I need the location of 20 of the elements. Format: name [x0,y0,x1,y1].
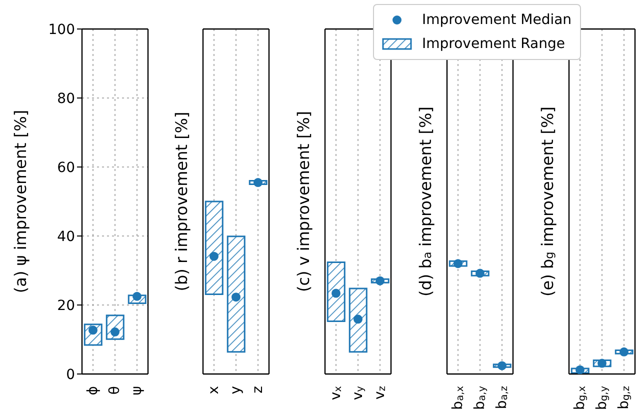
bar [106,314,124,340]
x-tick-label: ψ [129,386,145,396]
x-tick-label: x [206,386,222,394]
point [132,292,142,301]
x-tick-label: z [250,386,266,394]
x-tick-label: θ [107,386,123,395]
legend-label: Improvement Median [422,11,572,30]
y-axis-title: (a) ψ improvement [%] [10,110,30,294]
x-tick-label: y [228,386,244,394]
y-axis-title: (c) v improvement [%] [294,110,312,292]
y-tick-label: 100 [48,22,75,38]
y-tick-label: 80 [57,90,75,107]
y-tick-label: 40 [57,228,75,245]
y-tick-label: 60 [57,160,75,176]
legend-label: Improvement Range [422,35,566,54]
y-axis-title: (b) r improvement [%] [172,112,190,292]
y-tick-label: 0 [66,366,75,383]
x-tick-label: ϕ [85,386,101,396]
bar [84,324,102,346]
y-tick-label: 20 [57,298,75,314]
